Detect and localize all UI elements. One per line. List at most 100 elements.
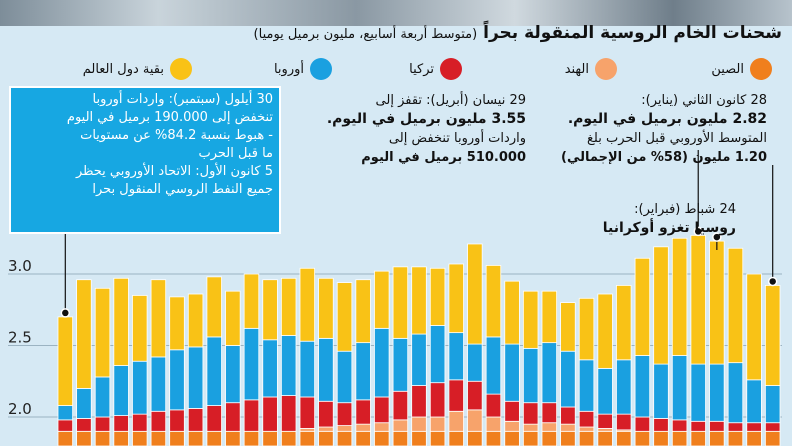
bar-segment-rest — [597, 293, 613, 369]
bar-segment-rest — [429, 267, 446, 326]
bar-segment-china — [690, 430, 706, 446]
bar-segment-rest — [187, 293, 204, 348]
bar-segment-china — [262, 430, 278, 446]
annotation-jan-line3: المتوسط الأوروبي قبل الحرب بلغ — [586, 131, 767, 146]
bar-segment-india — [318, 426, 334, 432]
bar-segment-europe — [448, 332, 464, 381]
y-tick-label: 3.0 — [8, 257, 32, 275]
bar-segment-turkey — [690, 420, 706, 432]
chart-title: شحنات الخام الروسية المنقولة بحراً (متوس… — [254, 23, 782, 43]
y-tick-label: 2.0 — [8, 400, 32, 418]
bar-segment-europe — [634, 355, 651, 418]
bar-segment-china — [243, 430, 260, 446]
bar-segment-turkey — [150, 410, 167, 432]
bar-segment-europe — [671, 355, 688, 421]
bar-segment-china — [318, 430, 334, 446]
bar-segment-rest — [336, 282, 353, 352]
bar-segment-india — [374, 422, 390, 432]
leader-sep-dot — [60, 308, 71, 318]
bar-segment-rest — [578, 297, 595, 361]
legend-swatch-china — [750, 58, 772, 80]
bar-segment-rest — [634, 257, 651, 356]
annotation-sep-line3: - هبوط بنسبة 84.2% عن مستويات — [80, 128, 273, 143]
bar-segment-china — [280, 430, 297, 446]
bar-segment-china — [169, 430, 185, 446]
bar-segment-china — [57, 430, 74, 446]
bar-segment-india — [504, 420, 520, 432]
bar-segment-india — [578, 426, 595, 432]
bar-segment-turkey — [727, 422, 744, 432]
bar-segment-india — [429, 416, 446, 432]
bar-segment-rest — [299, 267, 316, 342]
bar-segment-europe — [225, 345, 241, 404]
bar-segment-turkey — [616, 413, 632, 431]
bar-segment-turkey — [392, 390, 409, 421]
bar-segment-china — [429, 430, 446, 446]
legend-label-turkey: تركيا — [409, 61, 434, 77]
bar-segment-rest — [522, 290, 539, 349]
bar-segment-rest — [318, 277, 334, 339]
legend-label-india: الهند — [564, 61, 589, 77]
bar-segment-europe — [76, 387, 92, 419]
bar-segment-china — [374, 430, 390, 446]
bar-segment-rest — [653, 246, 669, 365]
bar-segment-europe — [243, 327, 260, 401]
bar-segment-india — [467, 409, 483, 432]
bar-segment-europe — [169, 349, 185, 411]
bar-segment-china — [541, 430, 558, 446]
bar-segment-europe — [467, 343, 483, 382]
y-tick-labels: 2.0 2.5 3.0 — [8, 257, 32, 418]
bar-segment-europe — [318, 337, 334, 402]
bar-segment-rest — [746, 273, 762, 381]
bar-segment-turkey — [709, 420, 725, 432]
legend-label-rest: بقية دول العالم — [82, 61, 164, 77]
bar-segment-turkey — [578, 410, 595, 428]
legend-item-europe: أوروبا — [274, 56, 332, 82]
bar-segment-china — [448, 430, 464, 446]
bar-segment-turkey — [671, 419, 688, 432]
annotation-jan: 28 كانون الثاني (يناير): 2.82 مليون برمي… — [561, 91, 767, 167]
bar-segment-china — [225, 430, 241, 446]
bar-segment-rest — [262, 279, 278, 341]
annotation-apr: 29 نيسان (أبريل): تقفز إلى 3.55 مليون بر… — [327, 91, 526, 167]
title-text: شحنات الخام الروسية المنقولة بحراً — [483, 23, 782, 43]
legend-label-china: الصين — [711, 61, 744, 77]
bar-segment-rest — [225, 290, 241, 346]
legend-item-turkey: تركيا — [409, 56, 462, 82]
bar-segment-china — [634, 430, 651, 446]
annotation-jan-line1: 28 كانون الثاني (يناير): — [641, 93, 767, 108]
bar-segment-europe — [690, 363, 706, 422]
bar-segment-rest — [392, 266, 409, 339]
bar-segment-turkey — [299, 396, 316, 429]
annotation-sep-line2: تنخفض إلى 190.000 برميل في اليوم — [66, 110, 273, 125]
bar-segment-turkey — [280, 395, 297, 432]
bar-segment-europe — [597, 367, 613, 415]
annotation-sep-line6: جميع النفط الروسي المنقول بحرا — [92, 182, 273, 197]
bar-segment-europe — [746, 379, 762, 424]
bar-segment-china — [671, 430, 688, 446]
bar-segment-turkey — [429, 382, 446, 418]
bar-segment-china — [355, 430, 371, 446]
bar-segment-china — [709, 430, 725, 446]
bar-segment-rest — [280, 277, 297, 336]
bar-segment-india — [560, 423, 576, 432]
bar-segment-europe — [206, 336, 222, 406]
bar-segment-rest — [448, 263, 464, 334]
bar-segment-europe — [429, 325, 446, 384]
bar-segment-turkey — [597, 413, 613, 429]
bar-segment-china — [578, 430, 595, 446]
leader-feb-dot — [712, 232, 722, 242]
annotation-feb-line2: روسيا تغزو أوكرانيا — [602, 220, 736, 236]
bar-segment-turkey — [57, 419, 74, 432]
bar-segment-china — [76, 430, 92, 446]
bar-segment-turkey — [634, 416, 651, 432]
bar-segment-europe — [485, 336, 502, 395]
bar-segment-turkey — [262, 396, 278, 432]
bar-segment-india — [597, 428, 613, 432]
bar-segment-rest — [206, 276, 222, 338]
bar-segment-turkey — [243, 399, 260, 432]
legend-swatch-rest — [170, 58, 192, 80]
bar-segment-china — [94, 430, 111, 446]
bar-segment-turkey — [187, 408, 204, 432]
bar-segment-india — [485, 416, 502, 432]
